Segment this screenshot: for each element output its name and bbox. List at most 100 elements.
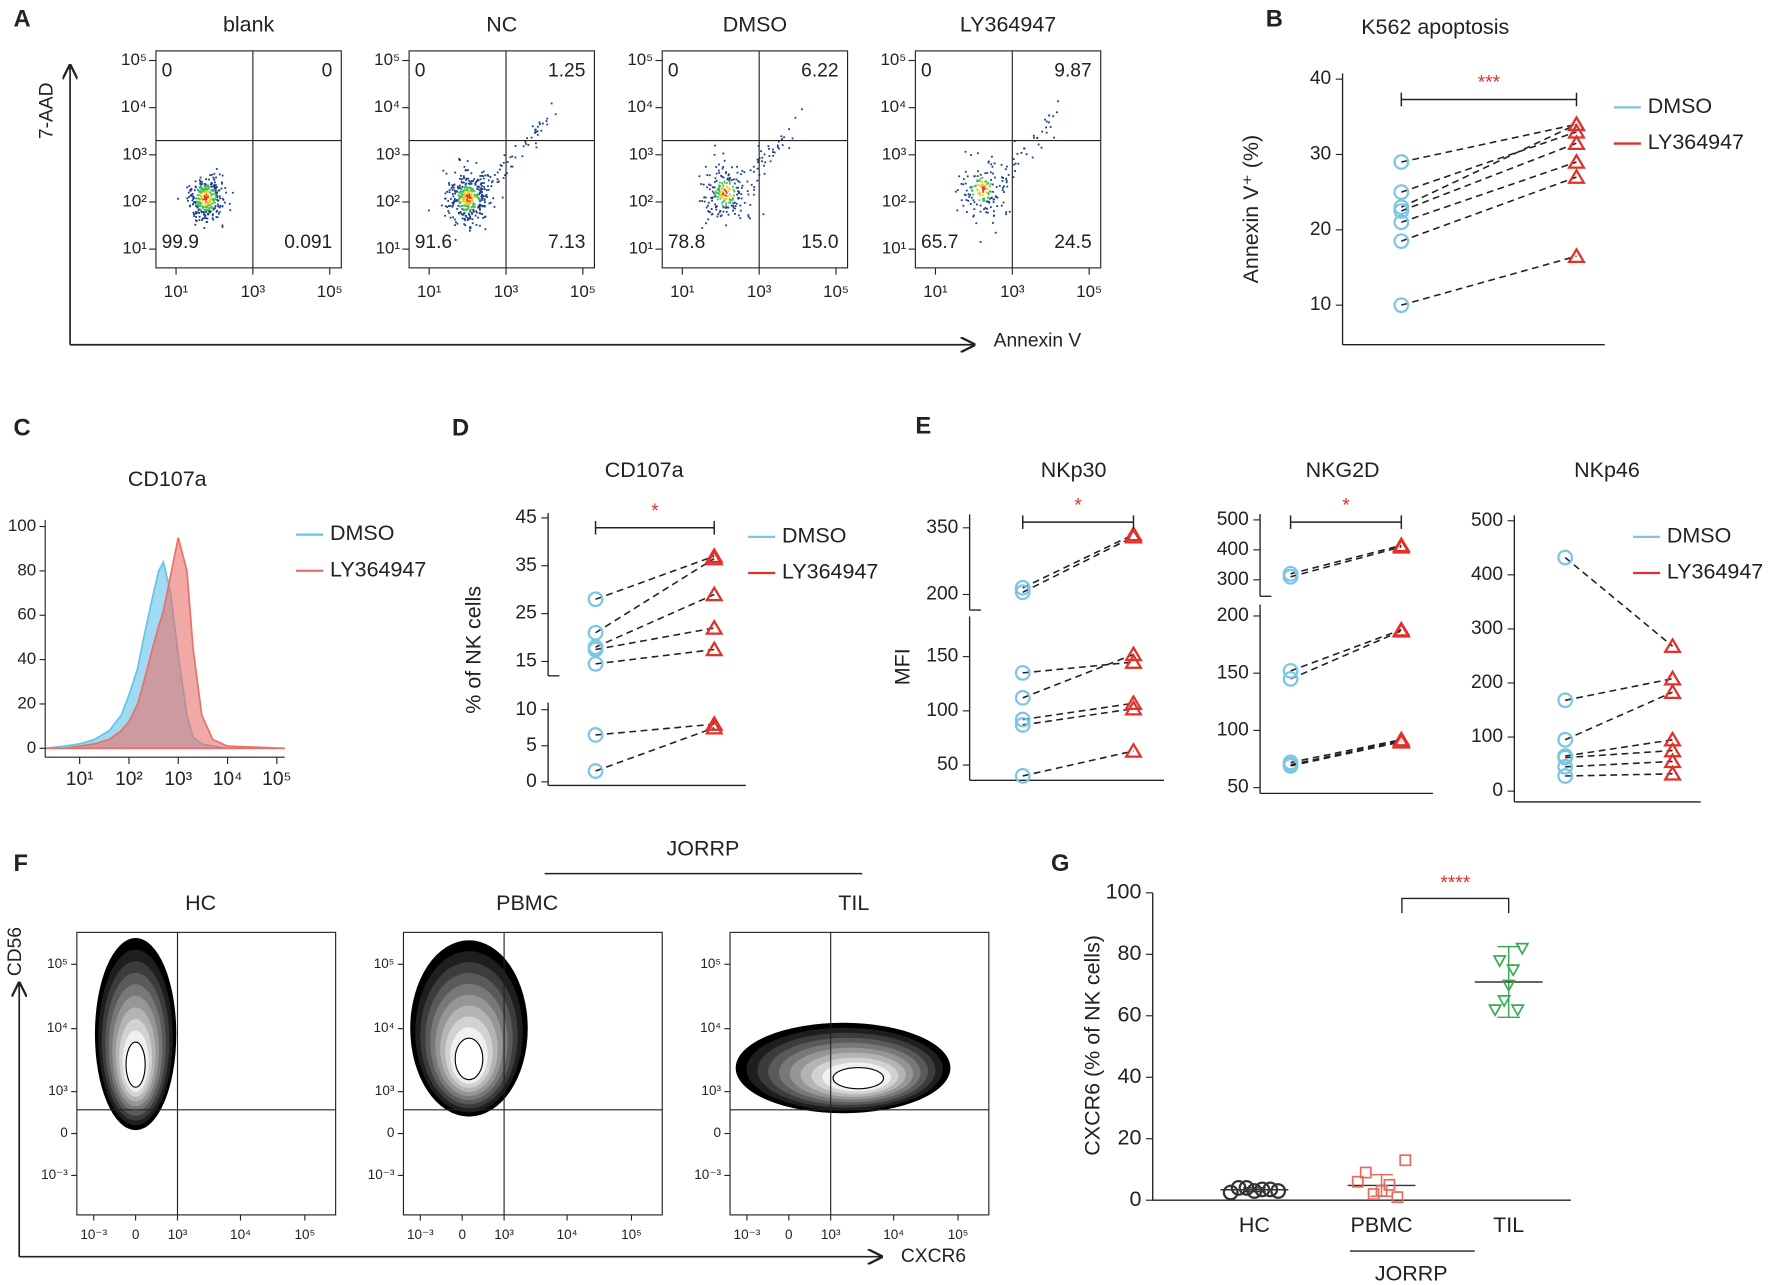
event-dot <box>453 183 456 186</box>
event-dot <box>209 195 212 198</box>
event-dot <box>208 210 210 212</box>
event-dot <box>464 169 467 172</box>
event-dot <box>985 180 988 183</box>
event-dot <box>996 205 999 208</box>
data-point <box>1262 1181 1279 1198</box>
event-dot <box>1003 191 1005 193</box>
data-point <box>1124 653 1143 669</box>
event-dot <box>214 189 217 192</box>
event-dot <box>711 199 713 202</box>
event-dot <box>198 191 201 194</box>
event-dot <box>715 195 718 198</box>
event-dot <box>213 179 216 181</box>
event-dot <box>736 193 738 196</box>
event-dot <box>722 166 725 168</box>
data-point <box>1663 764 1682 781</box>
event-dot <box>725 202 728 205</box>
event-dot <box>215 195 217 198</box>
event-dot <box>448 182 450 184</box>
event-dot <box>196 194 199 197</box>
event-dot <box>481 213 484 215</box>
event-dot <box>536 125 539 128</box>
event-dot <box>444 205 447 208</box>
pair-line <box>595 723 715 736</box>
event-dot <box>213 198 216 201</box>
event-dot <box>195 211 197 213</box>
pair-line <box>1401 123 1577 163</box>
event-dot <box>722 210 725 213</box>
event-dot <box>973 208 976 211</box>
event-dot <box>481 188 484 190</box>
y-tick-label: 150 <box>926 646 958 667</box>
event-dot <box>206 217 209 220</box>
event-dot <box>778 147 780 150</box>
data-point <box>1124 527 1143 544</box>
event-dot <box>213 172 216 175</box>
event-dot <box>467 177 470 180</box>
event-dot <box>498 180 500 183</box>
y-tick-label: 100 <box>1217 720 1249 741</box>
data-point <box>1506 964 1521 978</box>
event-dot <box>468 182 470 185</box>
event-dot <box>501 196 504 199</box>
event-dot <box>992 201 995 204</box>
event-dot <box>521 155 524 158</box>
event-dot <box>731 185 734 188</box>
event-dot <box>201 188 203 191</box>
event-dot <box>718 184 721 187</box>
event-dot <box>204 197 207 199</box>
event-dot <box>1003 185 1005 188</box>
event-dot <box>478 193 480 196</box>
event-dot <box>205 217 207 219</box>
event-dot <box>783 136 785 139</box>
event-dot <box>217 205 220 208</box>
data-point <box>1567 115 1586 132</box>
event-dot <box>190 187 193 190</box>
quadrant-value: 0 <box>162 60 173 81</box>
data-point <box>1014 711 1031 728</box>
pair-line <box>595 648 715 665</box>
event-dot <box>473 193 476 196</box>
event-dot <box>485 193 488 196</box>
event-dot <box>219 197 222 200</box>
event-dot <box>711 197 714 200</box>
event-dot <box>477 179 480 182</box>
event-dot <box>452 204 454 207</box>
event-dot <box>768 147 770 150</box>
event-dot <box>442 169 445 172</box>
event-dot <box>469 229 471 232</box>
event-dot <box>989 206 992 209</box>
event-dot <box>981 176 984 179</box>
event-dot <box>737 196 740 199</box>
significance-label: * <box>1074 495 1082 516</box>
event-dot <box>714 195 716 198</box>
event-dot <box>214 193 217 196</box>
event-dot <box>199 202 202 205</box>
event-dot <box>481 171 483 174</box>
event-dot <box>192 203 195 206</box>
event-dot <box>972 215 975 218</box>
event-dot <box>990 197 993 199</box>
x-tick-label: 10³ <box>168 1227 188 1242</box>
event-dot <box>987 182 990 184</box>
event-dot <box>992 190 994 193</box>
event-dot <box>466 199 469 202</box>
event-dot <box>465 209 468 211</box>
event-dot <box>956 189 959 191</box>
event-dot <box>475 211 478 214</box>
event-dot <box>1017 162 1020 165</box>
event-dot <box>449 198 452 200</box>
event-dot <box>477 192 479 195</box>
event-dot <box>983 187 986 190</box>
event-dot <box>484 228 487 231</box>
event-dot <box>983 197 986 200</box>
event-dot <box>756 167 759 170</box>
event-dot <box>725 194 728 197</box>
event-dot <box>722 152 725 155</box>
event-dot <box>722 186 725 189</box>
event-dot <box>992 222 994 224</box>
event-dot <box>1013 140 1016 143</box>
event-dot <box>194 180 197 183</box>
event-dot <box>494 174 496 176</box>
pair-line <box>1022 707 1134 726</box>
